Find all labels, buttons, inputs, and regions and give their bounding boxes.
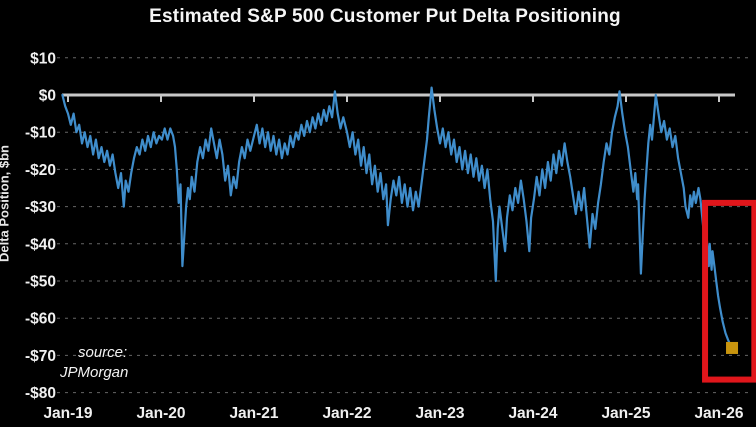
source-note: source: JPMorgan: [60, 343, 128, 383]
y-tick-label: $10: [30, 50, 56, 67]
y-tick-label: -$10: [25, 125, 56, 142]
y-tick-label: -$20: [25, 162, 56, 179]
y-tick-label: -$70: [25, 348, 56, 365]
last-point-marker: [726, 341, 739, 354]
y-tick-label: -$30: [25, 199, 56, 216]
x-tick-label: Jan-19: [43, 405, 92, 422]
y-tick-label: -$40: [25, 236, 56, 253]
x-tick-label: Jan-20: [136, 405, 185, 422]
y-tick-label: -$50: [25, 274, 56, 291]
highlight-box: [702, 199, 756, 383]
x-tick-label: Jan-25: [601, 405, 650, 422]
y-axis-label: Delta Position, $bn: [0, 145, 12, 263]
x-tick-label: Jan-21: [229, 405, 278, 422]
chart-title: Estimated S&P 500 Customer Put Delta Pos…: [149, 6, 621, 27]
x-tick-label: Jan-24: [508, 405, 557, 422]
x-tick-label: Jan-22: [322, 405, 371, 422]
x-tick-label: Jan-23: [415, 405, 464, 422]
y-tick-label: $0: [39, 88, 56, 105]
source-name: JPMorgan: [60, 364, 129, 381]
source-label: source:: [78, 344, 128, 361]
x-tick-label: Jan-26: [694, 405, 743, 422]
y-tick-label: -$60: [25, 311, 56, 328]
data-line: [61, 86, 734, 350]
y-tick-label: -$80: [25, 385, 56, 402]
